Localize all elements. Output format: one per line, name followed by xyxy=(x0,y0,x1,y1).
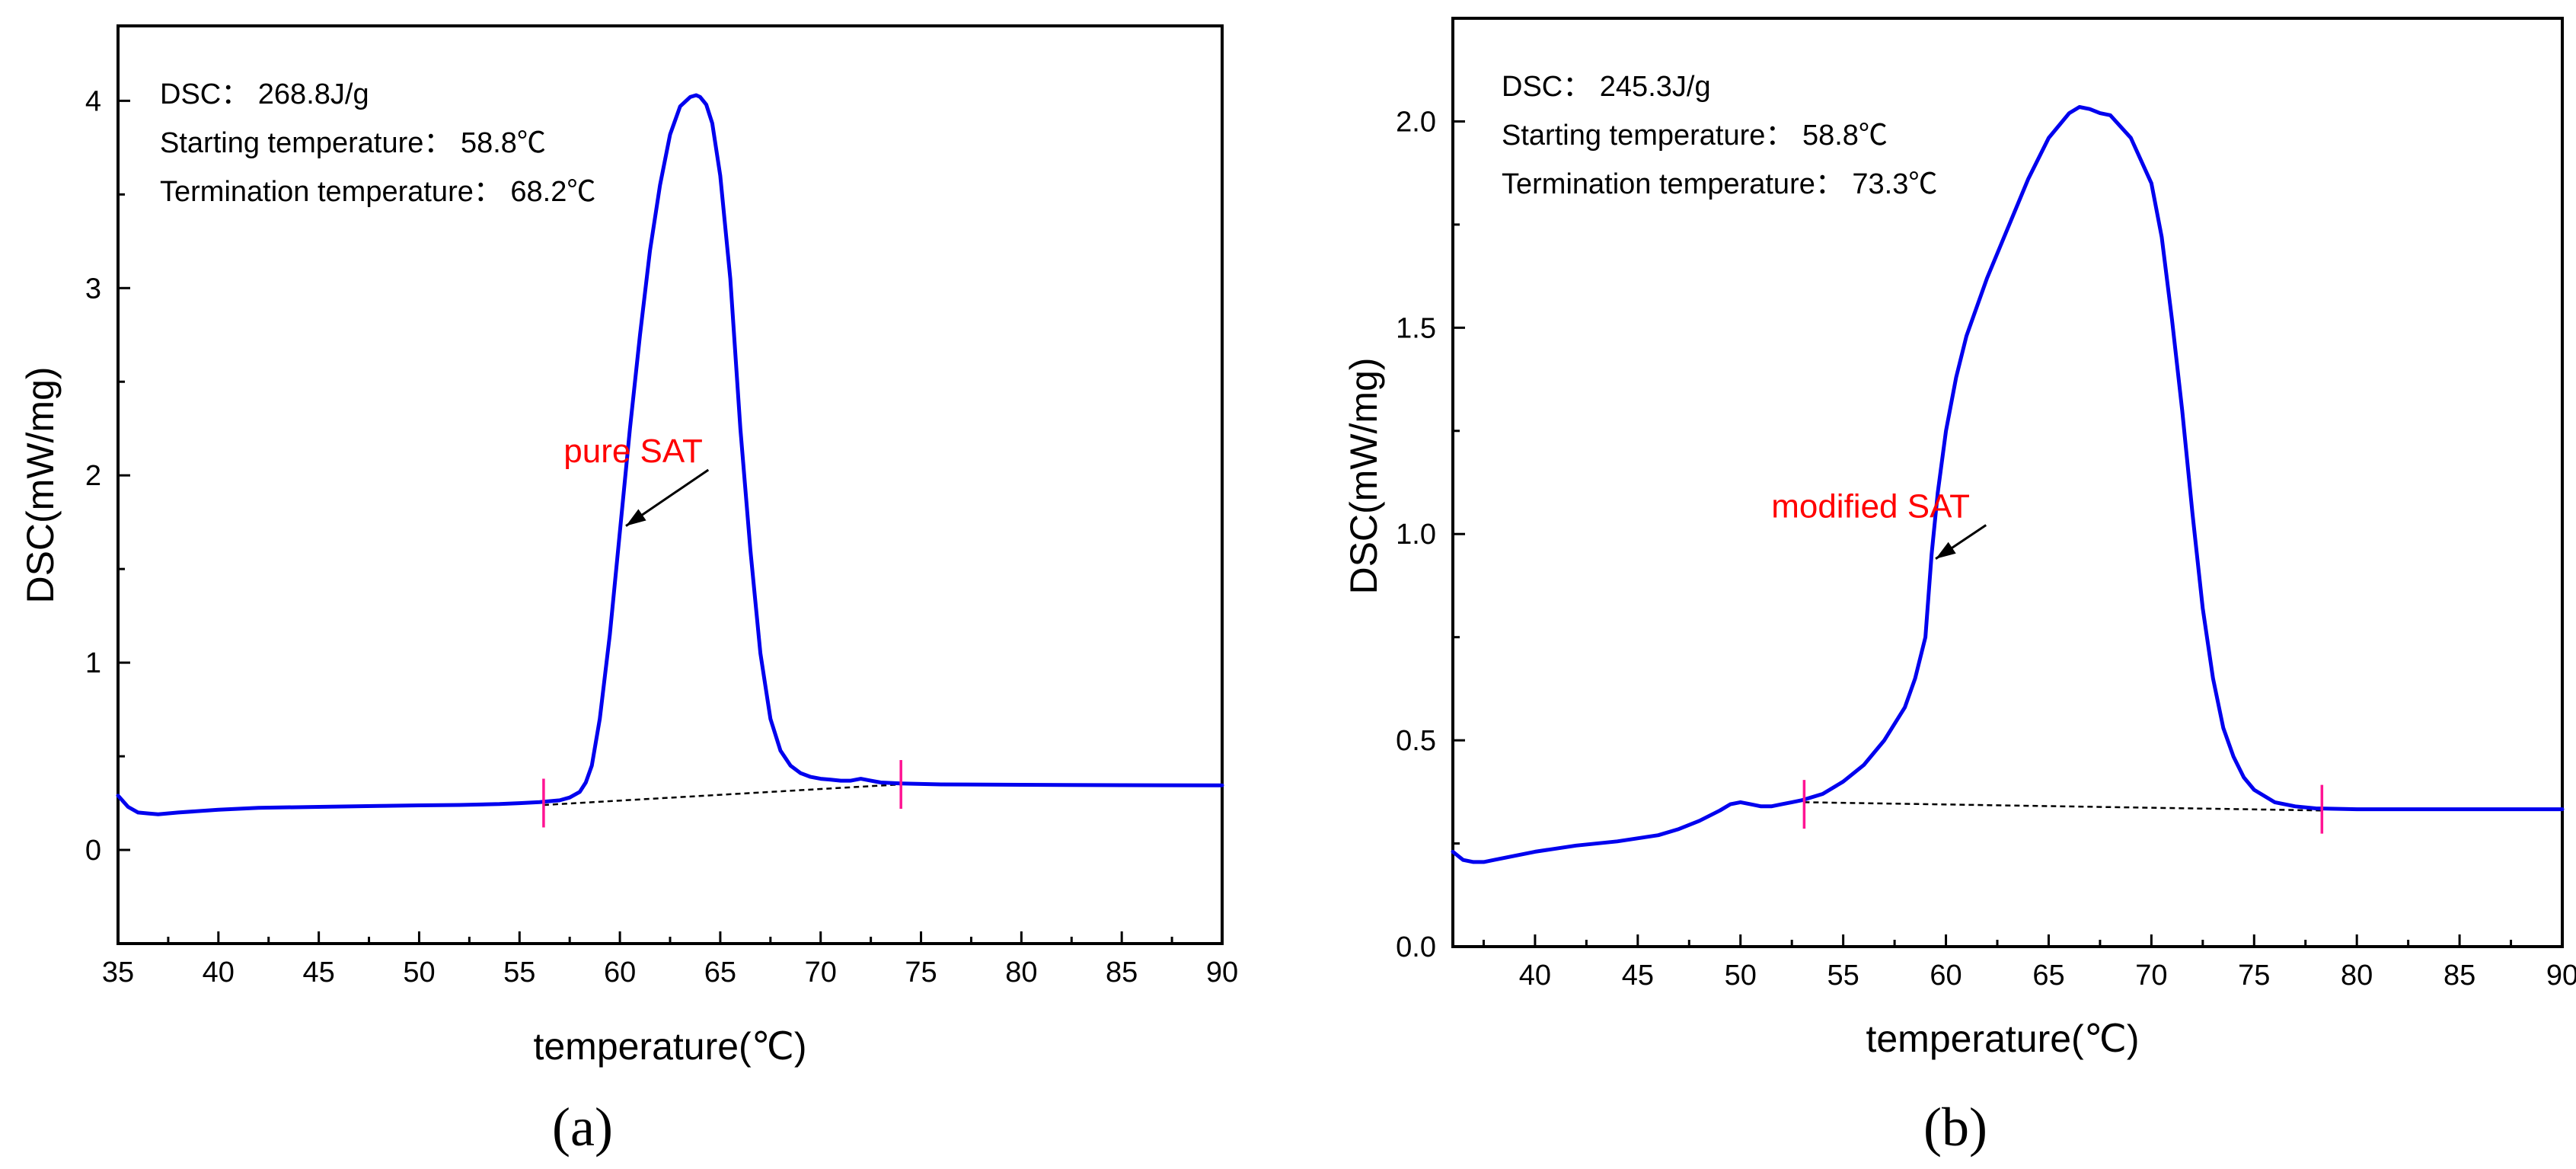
info-line: Starting temperature： 58.8℃ xyxy=(1502,120,1888,152)
series-line xyxy=(1451,105,2565,864)
baseline-dashed-line xyxy=(543,783,902,806)
y-tick-label: 1.0 xyxy=(1396,519,1436,551)
x-tick-label: 55 xyxy=(1827,960,1859,992)
x-tick-label: 75 xyxy=(905,957,937,989)
plot-area: pure SAT xyxy=(116,93,1224,828)
x-tick-label: 70 xyxy=(2135,960,2167,992)
x-tick-label: 60 xyxy=(604,957,636,989)
x-tick-label: 90 xyxy=(1206,957,1238,989)
info-line: DSC： 268.8J/g xyxy=(160,78,369,110)
y-tick-label: 0.5 xyxy=(1396,725,1436,757)
annotation-arrow-head xyxy=(1936,541,1956,559)
y-tick-label: 1.5 xyxy=(1396,312,1436,344)
info-line: Termination temperature： 73.3℃ xyxy=(1502,168,1937,200)
x-tick-label: 55 xyxy=(503,957,535,989)
chart-panel-b: 40 45 50 55 60 65 70 75 80 85 90 0.0 0.5 1.0 1.5 2.0 m… xyxy=(1342,17,2576,1158)
panel-caption: (a) xyxy=(552,1097,613,1158)
x-tick-label: 35 xyxy=(102,957,134,989)
x-tick-label: 65 xyxy=(704,957,736,989)
annotation-label: modified SAT xyxy=(1771,488,1970,525)
plot-area: modified SAT xyxy=(1451,105,2565,864)
x-axis-label: temperature(℃) xyxy=(1866,1017,2139,1060)
x-tick-labels: 35 40 45 50 55 60 65 70 75 80 85 90 xyxy=(102,957,1238,989)
plot-frame xyxy=(1451,17,2564,948)
y-tick-label: 2.0 xyxy=(1396,106,1436,138)
x-tick-label: 45 xyxy=(302,957,334,989)
y-tick-labels: 0.0 0.5 1.0 1.5 2.0 xyxy=(1396,106,1436,963)
info-line: DSC： 245.3J/g xyxy=(1502,71,1711,103)
info-box: DSC： 268.8J/g Starting temperature： 58.8… xyxy=(160,78,595,208)
info-line: Termination temperature： 68.2℃ xyxy=(160,176,595,208)
y-tick-label: 3 xyxy=(85,273,101,305)
x-tick-label: 40 xyxy=(1519,960,1551,992)
series-line xyxy=(116,93,1224,816)
x-tick-label: 80 xyxy=(1005,957,1037,989)
annotation-label: pure SAT xyxy=(563,433,703,470)
y-tick-label: 4 xyxy=(85,85,101,117)
annotation-arrow-head xyxy=(626,509,646,526)
y-tick-label: 0 xyxy=(85,835,101,867)
y-tick-label: 2 xyxy=(85,460,101,492)
info-box: DSC： 245.3J/g Starting temperature： 58.8… xyxy=(1502,71,1937,200)
x-tick-label: 45 xyxy=(1622,960,1654,992)
axis-ticks xyxy=(117,99,1224,945)
y-tick-label: 1 xyxy=(85,647,101,679)
x-tick-label: 60 xyxy=(1930,960,1962,992)
x-tick-label: 50 xyxy=(403,957,435,989)
y-tick-label: 0.0 xyxy=(1396,931,1436,963)
panel-caption: (b) xyxy=(1923,1097,1987,1158)
x-tick-labels: 40 45 50 55 60 65 70 75 80 85 90 xyxy=(1519,960,2576,992)
x-tick-label: 70 xyxy=(805,957,837,989)
x-tick-label: 85 xyxy=(1106,957,1138,989)
x-tick-label: 40 xyxy=(203,957,235,989)
x-tick-label: 90 xyxy=(2546,960,2576,992)
y-tick-labels: 0 1 2 3 4 xyxy=(85,85,101,867)
y-axis-label: DSC(mW/mg) xyxy=(1342,357,1385,594)
x-tick-label: 65 xyxy=(2032,960,2064,992)
x-tick-label: 50 xyxy=(1725,960,1757,992)
x-tick-label: 75 xyxy=(2238,960,2270,992)
x-axis-label: temperature(℃) xyxy=(533,1025,806,1068)
x-tick-label: 85 xyxy=(2444,960,2475,992)
baseline-dashed-line xyxy=(1804,801,2322,812)
x-tick-label: 80 xyxy=(2341,960,2373,992)
info-line: Starting temperature： 58.8℃ xyxy=(160,127,546,159)
y-axis-label: DSC(mW/mg) xyxy=(19,366,62,603)
axis-ticks xyxy=(1453,17,2564,948)
